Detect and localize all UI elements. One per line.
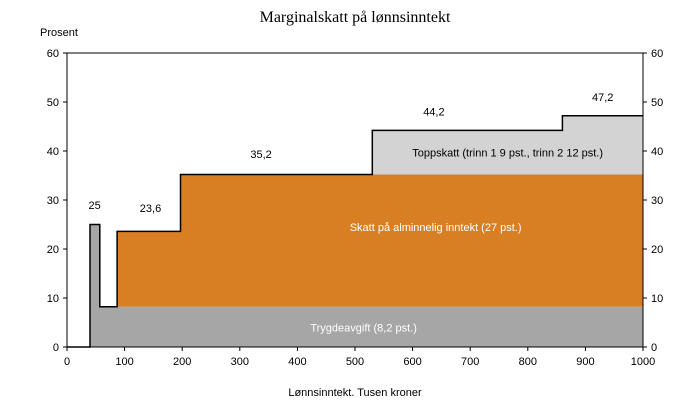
data-label: 25 bbox=[89, 200, 101, 212]
band-toppskatt bbox=[372, 115, 643, 175]
marginal-tax-line-layer bbox=[67, 114, 643, 348]
y-tick-label-right: 40 bbox=[651, 146, 663, 158]
x-tick-label: 700 bbox=[461, 356, 479, 368]
y-tick-label-left: 10 bbox=[47, 293, 59, 305]
band-areas bbox=[90, 115, 644, 347]
y-tick-label-right: 60 bbox=[651, 48, 663, 60]
x-tick-label: 1000 bbox=[631, 356, 655, 368]
y-tick-label-right: 0 bbox=[651, 342, 657, 354]
y-axis-label: Prosent bbox=[40, 27, 78, 39]
x-tick-label: 200 bbox=[173, 356, 191, 368]
y-tick-label-right: 20 bbox=[651, 244, 663, 256]
x-tick-label: 600 bbox=[403, 356, 421, 368]
x-tick-label: 900 bbox=[576, 356, 594, 368]
x-tick-label: 100 bbox=[115, 356, 133, 368]
band-alminnelig bbox=[117, 174, 644, 307]
y-tick-label-right: 50 bbox=[651, 97, 663, 109]
chart-title: Marginalskatt på lønnsinntekt bbox=[260, 9, 451, 26]
x-tick-label: 400 bbox=[288, 356, 306, 368]
band-label-alminnelig: Skatt på alminnelig inntekt (27 pst.) bbox=[350, 222, 522, 234]
data-label: 44,2 bbox=[423, 107, 444, 119]
x-tick-label: 500 bbox=[346, 356, 364, 368]
data-labels: 25 23,6 35,2 44,2 47,2 Trygdeavgift (8,2 pst.… bbox=[89, 92, 614, 334]
x-axis-label: Lønnsinntekt. Tusen kroner bbox=[288, 387, 422, 399]
x-tick-label: 0 bbox=[64, 356, 70, 368]
data-label: 23,6 bbox=[140, 203, 161, 215]
marginal-tax-line bbox=[67, 114, 643, 348]
x-tick-label: 800 bbox=[519, 356, 537, 368]
x-tick-label: 300 bbox=[231, 356, 249, 368]
band-label-toppskatt: Toppskatt (trinn 1 9 pst., trinn 2 12 ps… bbox=[412, 147, 603, 159]
band-label-trygdeavgift: Trygdeavgift (8,2 pst.) bbox=[310, 322, 417, 334]
y-tick-label-left: 40 bbox=[47, 146, 59, 158]
y-tick-label-right: 10 bbox=[651, 293, 663, 305]
data-label: 35,2 bbox=[250, 149, 271, 161]
y-tick-label-right: 30 bbox=[651, 195, 663, 207]
y-tick-label-left: 50 bbox=[47, 97, 59, 109]
band-trygdeavgift bbox=[90, 224, 643, 347]
y-tick-label-left: 0 bbox=[53, 342, 59, 354]
y-tick-label-left: 30 bbox=[47, 195, 59, 207]
y-tick-label-left: 60 bbox=[47, 48, 59, 60]
data-label: 47,2 bbox=[592, 92, 613, 104]
y-tick-label-left: 20 bbox=[47, 244, 59, 256]
